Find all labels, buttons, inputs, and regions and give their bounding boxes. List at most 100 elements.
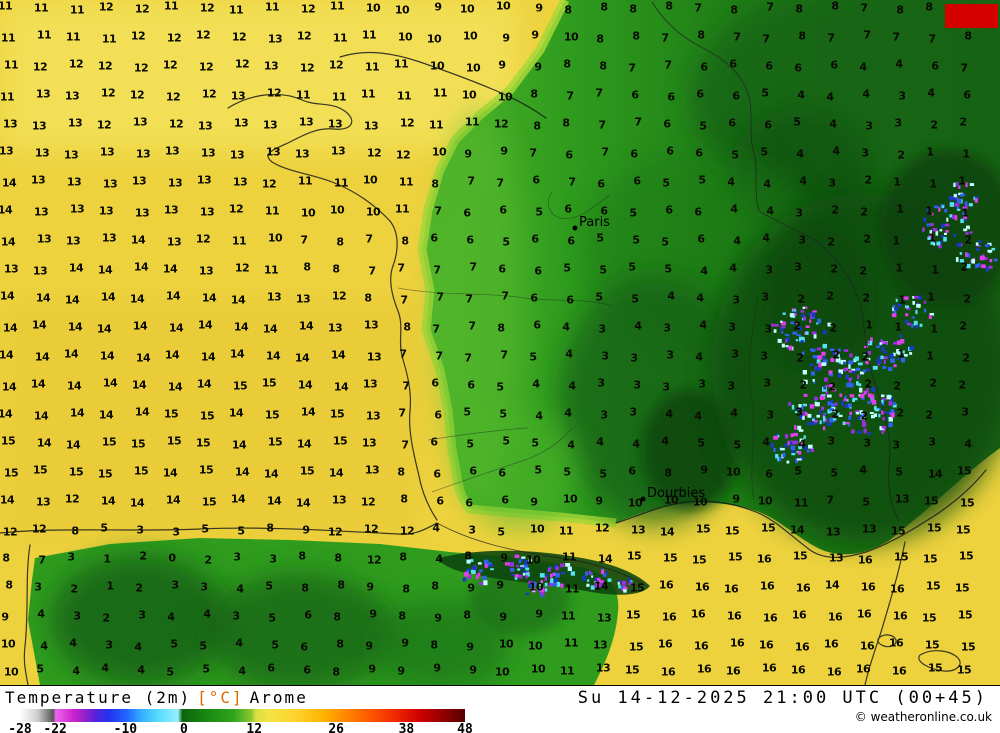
temp-value: 8 [730, 3, 738, 17]
temp-value: 11 [3, 58, 19, 72]
legend-bar: Temperature (2m) [°C] Arome Su 14-12-2025 … [0, 685, 1000, 733]
temp-value: 4 [797, 88, 805, 102]
temp-value: 14 [129, 292, 145, 306]
temp-value: 3 [766, 408, 774, 422]
temp-value: 7 [892, 30, 900, 44]
temp-value: 9 [433, 661, 441, 675]
temp-value: 4 [203, 607, 211, 621]
temp-value: 12 [300, 2, 316, 16]
temp-value: 3 [67, 550, 75, 564]
temp-value: 7 [960, 61, 968, 75]
temp-value: 13 [197, 119, 213, 133]
temp-value: 2 [929, 376, 937, 390]
temp-value: 5 [697, 436, 705, 450]
temp-value: 2 [797, 292, 805, 306]
temp-value: 8 [664, 466, 672, 480]
temp-value: 2 [958, 378, 966, 392]
temp-value: 14 [134, 405, 150, 419]
temp-value: 3 [798, 233, 806, 247]
temp-value: 16 [657, 637, 673, 651]
temp-value: 3 [764, 322, 772, 336]
temp-value: 11 [0, 90, 15, 104]
temp-value: 16 [856, 607, 872, 621]
temp-value: 15 [662, 551, 678, 565]
temp-value: 14 [824, 578, 840, 592]
temp-value: 4 [535, 409, 543, 423]
temp-value: 7 [501, 289, 509, 303]
temp-value: 5 [496, 380, 504, 394]
temp-value: 15 [3, 466, 19, 480]
temp-value: 3 [269, 552, 277, 566]
temp-value: 4 [134, 640, 142, 654]
temperature-map: 11 11 11 12 12 11 12 11 11 12 11 10 10 9 10 10 9 8 8 8 8 7 8 7 8… [0, 0, 1000, 685]
temp-value: 7 [766, 0, 774, 14]
temp-value: 6 [666, 144, 674, 158]
temp-value: 6 [665, 203, 673, 217]
temp-value: 5 [629, 206, 637, 220]
temp-value: 4 [766, 204, 774, 218]
temp-value: 8 [925, 0, 933, 14]
temp-value: 13 [894, 492, 910, 506]
temp-value: 13 [164, 144, 180, 158]
map-title-group: Temperature (2m) [°C] Arome [5, 688, 308, 707]
temp-value: 14 [593, 579, 609, 593]
temp-value: 8 [831, 0, 839, 13]
temp-value: 7 [397, 261, 405, 275]
temp-value: 9 [700, 463, 708, 477]
temp-value: 8 [430, 638, 438, 652]
temp-value: 13 [592, 638, 608, 652]
scale-tick: 12 [246, 722, 263, 733]
temp-value: 8 [665, 0, 673, 13]
temp-value: 16 [889, 582, 905, 596]
temp-value: 2 [893, 379, 901, 393]
temp-value: 9 [500, 144, 508, 158]
temp-value: 9 [530, 495, 538, 509]
temp-value: 2 [959, 319, 967, 333]
scale-tick: 48 [457, 722, 473, 733]
city-dot [572, 225, 578, 231]
temp-value: 13 [33, 205, 49, 219]
scale-tick: 0 [180, 722, 188, 733]
temp-value: 12 [195, 232, 211, 246]
temp-value: 8 [303, 260, 311, 274]
temp-value: 16 [888, 636, 904, 650]
temp-value: 4 [700, 264, 708, 278]
temp-value: 13 [266, 290, 282, 304]
temp-value: 2 [828, 380, 836, 394]
temp-value: 9 [500, 551, 508, 565]
temp-value: 5 [265, 579, 273, 593]
temp-value: 14 [234, 465, 250, 479]
temp-value: 7 [826, 493, 834, 507]
map-datetime: Su 14-12-2025 21:00 UTC (00+45) [577, 688, 988, 708]
temp-value: 2 [860, 205, 868, 219]
temp-value: 8 [334, 551, 342, 565]
temp-value: 14 [0, 407, 13, 421]
temperature-values-layer: 11 11 11 12 12 11 12 11 11 12 11 10 10 9 10 10 9 8 8 8 8 7 8 7 8… [0, 0, 976, 679]
temp-value: 2 [863, 232, 871, 246]
temp-value: 6 [764, 118, 772, 132]
temp-value: 11 [333, 176, 349, 190]
temp-value: 14 [63, 347, 79, 361]
temp-value: 7 [435, 349, 443, 363]
temp-value: 14 [333, 380, 349, 394]
temp-value: 8 [301, 581, 309, 595]
temp-value: 13 [331, 493, 347, 507]
temp-value: 7 [500, 348, 508, 362]
temp-value: 6 [467, 378, 475, 392]
temp-value: 6 [630, 147, 638, 161]
temp-value: 7 [368, 264, 376, 278]
temp-value: 7 [598, 118, 606, 132]
temp-value: 13 [265, 145, 281, 159]
temp-value: 10 [562, 492, 578, 506]
temp-value: 10 [300, 206, 316, 220]
temp-value: 6 [303, 663, 311, 677]
temp-value: 13 [232, 175, 248, 189]
temp-value: 6 [628, 464, 636, 478]
temp-value: 6 [530, 291, 538, 305]
temp-value: 4 [730, 202, 738, 216]
temp-value: 6 [430, 435, 438, 449]
temp-value: 7 [566, 89, 574, 103]
temp-value: 5 [563, 465, 571, 479]
temp-value: 9 [499, 610, 507, 624]
temp-value: 1 [961, 206, 969, 220]
